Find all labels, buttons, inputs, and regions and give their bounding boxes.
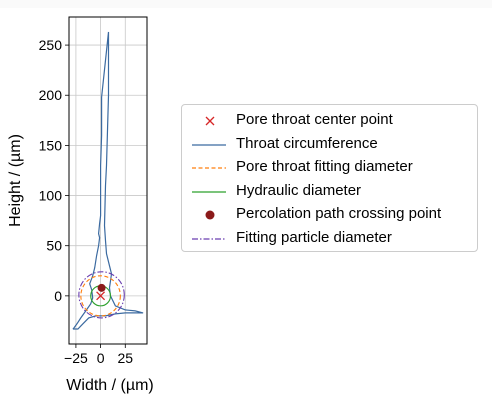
legend-symbol <box>192 190 226 193</box>
chart-legend: Pore throat center point Throat circumfer… <box>181 104 478 252</box>
axes-frame <box>68 16 148 345</box>
legend-symbol <box>192 237 226 240</box>
y-tick-label: 50 <box>46 238 62 254</box>
legend-label: Hydraulic diameter <box>236 181 362 199</box>
x-tick-label: −25 <box>64 350 88 366</box>
x-axis-label: Width / (µm) <box>66 377 153 394</box>
legend-symbol <box>192 167 226 169</box>
x-tick-label: 25 <box>117 350 133 366</box>
legend-item: Pore throat fitting diameter <box>182 157 477 179</box>
y-axis-label: Height / (µm) <box>7 134 24 227</box>
y-tick-label: 150 <box>39 137 63 153</box>
legend-label: Pore throat fitting diameter <box>236 158 413 175</box>
legend-label: Pore throat center point <box>236 111 393 128</box>
pore-throat-center-marker <box>96 291 106 301</box>
y-tick-label: 250 <box>39 37 63 53</box>
legend-label: Fitting particle diameter <box>236 228 392 246</box>
legend-label: Throat circumference <box>236 134 378 152</box>
throat-circumference-line <box>72 31 144 330</box>
pore-throat-fitting-diameter-circle <box>80 275 121 317</box>
legend-symbol <box>192 143 226 146</box>
y-tick-label: 200 <box>39 87 63 103</box>
legend-symbol <box>205 116 215 126</box>
legend-item: Pore throat center point <box>182 110 477 132</box>
legend-label: Percolation path crossing point <box>236 205 442 222</box>
y-tick-label: 0 <box>54 288 62 304</box>
plot-area <box>72 31 144 330</box>
percolation-crossing-point <box>97 283 106 292</box>
legend-symbol <box>205 210 215 220</box>
legend-item: Hydraulic diameter <box>182 181 477 203</box>
window-top-strip <box>0 0 492 8</box>
legend-item: Fitting particle diameter <box>182 228 477 250</box>
legend-item: Throat circumference <box>182 134 477 156</box>
legend-item: Percolation path crossing point <box>182 204 477 226</box>
fitting-particle-diameter-circle <box>78 271 125 319</box>
tick-marks <box>65 44 126 348</box>
y-tick-label: 100 <box>39 188 63 204</box>
x-tick-label: 0 <box>97 350 105 366</box>
